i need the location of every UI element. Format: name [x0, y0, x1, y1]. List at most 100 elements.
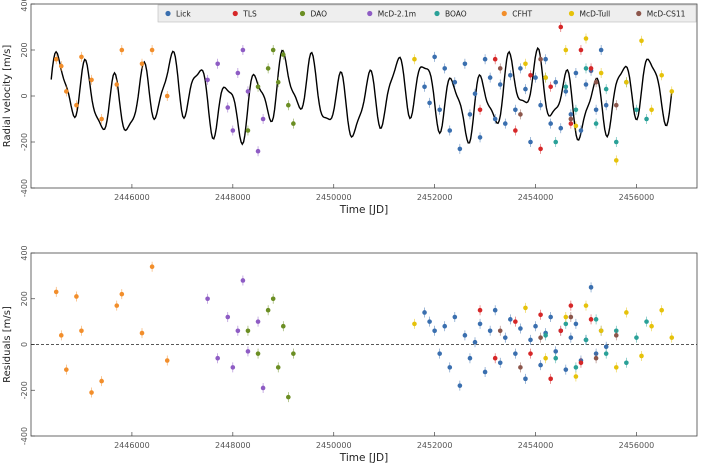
data-point: [613, 158, 619, 163]
data-point: [573, 321, 579, 327]
data-point: [573, 374, 579, 379]
data-point: [492, 116, 498, 122]
legend-marker: [232, 10, 238, 17]
data-point: [613, 102, 619, 108]
data-point: [553, 355, 559, 361]
data-point: [644, 319, 649, 324]
data-point: [502, 121, 508, 126]
data-point: [255, 84, 261, 90]
data-point: [487, 328, 493, 334]
data-point: [543, 355, 548, 361]
data-point: [568, 314, 574, 320]
data-point: [583, 82, 589, 87]
y-axis-label: Radial velocity [m/s]: [2, 45, 13, 148]
y-tick-label: -400: [20, 427, 29, 445]
data-point: [568, 116, 574, 122]
series-cfht: [53, 45, 170, 124]
data-point: [477, 135, 483, 140]
series-mcd-tull: [412, 33, 675, 166]
chart-panel-2: 2446000 2448000 2450000 2452000 2454000 24560…: [2, 245, 698, 464]
data-point: [205, 77, 210, 83]
data-point: [533, 323, 538, 329]
data-point: [588, 66, 594, 71]
data-point: [598, 47, 604, 53]
data-point: [603, 102, 609, 108]
data-point: [205, 296, 210, 302]
series-tls: [477, 300, 594, 384]
data-point: [240, 278, 246, 283]
data-point: [513, 351, 518, 356]
data-point: [588, 317, 594, 322]
data-point: [58, 333, 64, 338]
legend-marker: [299, 10, 306, 17]
data-point: [528, 139, 533, 145]
data-point: [487, 75, 493, 80]
data-point: [513, 319, 518, 324]
data-point: [74, 294, 79, 299]
data-point: [563, 367, 569, 372]
data-point: [649, 107, 654, 113]
data-point: [64, 89, 69, 94]
data-point: [508, 73, 513, 78]
data-point: [437, 351, 442, 356]
series-dao: [245, 45, 296, 136]
data-point: [593, 355, 599, 361]
y-tick-label: -200: [20, 381, 29, 399]
data-point: [528, 351, 533, 356]
x-tick-label: 2448000: [215, 441, 251, 450]
legend-marker: [434, 10, 440, 17]
data-point: [245, 328, 251, 334]
legend: Lick TLS DAO McD-2.1m BOAO CFHT McD-Tull McD-CS…: [157, 4, 697, 23]
data-point: [593, 107, 599, 113]
x-tick-label: 2454000: [518, 441, 554, 450]
data-point: [447, 365, 453, 370]
y-tick-label: 400: [20, 245, 29, 260]
y-tick-label: 200: [20, 291, 29, 306]
data-point: [286, 102, 291, 108]
series-dao: [245, 293, 296, 403]
x-tick-label: 2456000: [619, 193, 655, 202]
data-point: [492, 56, 498, 62]
data-point: [593, 121, 599, 126]
data-point: [437, 107, 442, 113]
data-point: [477, 321, 483, 327]
series-lick: [422, 45, 609, 154]
legend-label: McD-CS11: [647, 10, 686, 19]
data-point: [523, 305, 528, 311]
data-point: [245, 128, 251, 133]
x-tick-label: 2450000: [316, 441, 352, 450]
data-point: [462, 333, 468, 338]
legend-label: CFHT: [512, 10, 532, 19]
data-point: [139, 61, 145, 67]
legend-entry: BOAO: [434, 10, 467, 19]
legend-entry: McD-2.1m: [367, 10, 416, 19]
data-point: [634, 335, 639, 340]
data-point: [432, 54, 437, 60]
y-tick-label: -400: [20, 179, 29, 197]
data-point: [518, 66, 523, 71]
legend-box: [157, 4, 697, 23]
data-point: [613, 365, 619, 370]
data-point: [624, 79, 629, 85]
data-point: [235, 328, 241, 334]
data-point: [558, 125, 564, 131]
data-point: [497, 82, 503, 87]
data-point: [573, 70, 579, 76]
data-point: [280, 52, 286, 57]
data-point: [230, 365, 236, 370]
data-point: [568, 303, 574, 308]
data-point: [482, 56, 488, 62]
data-point: [528, 73, 533, 78]
legend-marker: [636, 10, 642, 17]
data-point: [563, 314, 569, 320]
data-point: [563, 321, 569, 327]
data-point: [543, 333, 548, 338]
data-point: [270, 296, 276, 302]
data-point: [543, 56, 548, 62]
data-point: [427, 100, 432, 106]
data-point: [255, 148, 261, 154]
data-point: [74, 102, 79, 108]
data-point: [548, 376, 553, 382]
data-point: [558, 328, 564, 334]
